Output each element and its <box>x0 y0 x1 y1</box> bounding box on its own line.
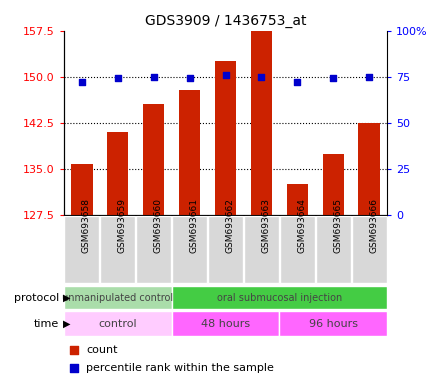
FancyBboxPatch shape <box>280 216 315 283</box>
FancyBboxPatch shape <box>352 216 387 283</box>
FancyBboxPatch shape <box>136 216 171 283</box>
Bar <box>323 154 344 215</box>
Bar <box>71 164 92 215</box>
Text: GSM693658: GSM693658 <box>82 198 91 253</box>
Text: GSM693665: GSM693665 <box>334 198 342 253</box>
Point <box>70 365 77 371</box>
Text: GSM693666: GSM693666 <box>369 198 378 253</box>
Text: percentile rank within the sample: percentile rank within the sample <box>86 363 274 373</box>
Point <box>294 79 301 85</box>
Point <box>366 74 373 80</box>
Bar <box>286 184 308 215</box>
Point <box>70 347 77 353</box>
Bar <box>179 90 200 215</box>
Text: GSM693660: GSM693660 <box>154 198 163 253</box>
Text: GSM693659: GSM693659 <box>118 198 127 253</box>
Point <box>258 74 265 80</box>
Text: 96 hours: 96 hours <box>309 318 358 329</box>
FancyBboxPatch shape <box>244 216 279 283</box>
FancyBboxPatch shape <box>172 216 207 283</box>
FancyBboxPatch shape <box>64 216 99 283</box>
Text: time: time <box>34 318 59 329</box>
Point <box>78 79 85 85</box>
Text: unmanipulated control: unmanipulated control <box>62 293 173 303</box>
Bar <box>107 132 128 215</box>
Point <box>186 75 193 81</box>
Text: protocol: protocol <box>14 293 59 303</box>
Text: GSM693664: GSM693664 <box>297 198 306 253</box>
Text: count: count <box>86 345 118 355</box>
FancyBboxPatch shape <box>100 216 136 283</box>
Point <box>114 75 121 81</box>
Text: 48 hours: 48 hours <box>201 318 250 329</box>
Bar <box>251 31 272 215</box>
Text: GSM693662: GSM693662 <box>226 198 235 253</box>
Title: GDS3909 / 1436753_at: GDS3909 / 1436753_at <box>145 14 306 28</box>
Bar <box>64 311 172 336</box>
Text: ▶: ▶ <box>63 318 71 329</box>
Text: control: control <box>99 318 137 329</box>
Point <box>330 75 337 81</box>
Text: GSM693663: GSM693663 <box>261 198 271 253</box>
Point <box>150 74 157 80</box>
Bar <box>143 104 165 215</box>
Text: ▶: ▶ <box>63 293 71 303</box>
Point <box>222 72 229 78</box>
Bar <box>64 286 172 309</box>
FancyBboxPatch shape <box>315 216 351 283</box>
Bar <box>215 61 236 215</box>
Bar <box>172 286 387 309</box>
Text: GSM693661: GSM693661 <box>190 198 198 253</box>
Text: oral submucosal injection: oral submucosal injection <box>217 293 342 303</box>
Bar <box>172 311 279 336</box>
Bar <box>359 123 380 215</box>
Bar <box>279 311 387 336</box>
FancyBboxPatch shape <box>208 216 243 283</box>
